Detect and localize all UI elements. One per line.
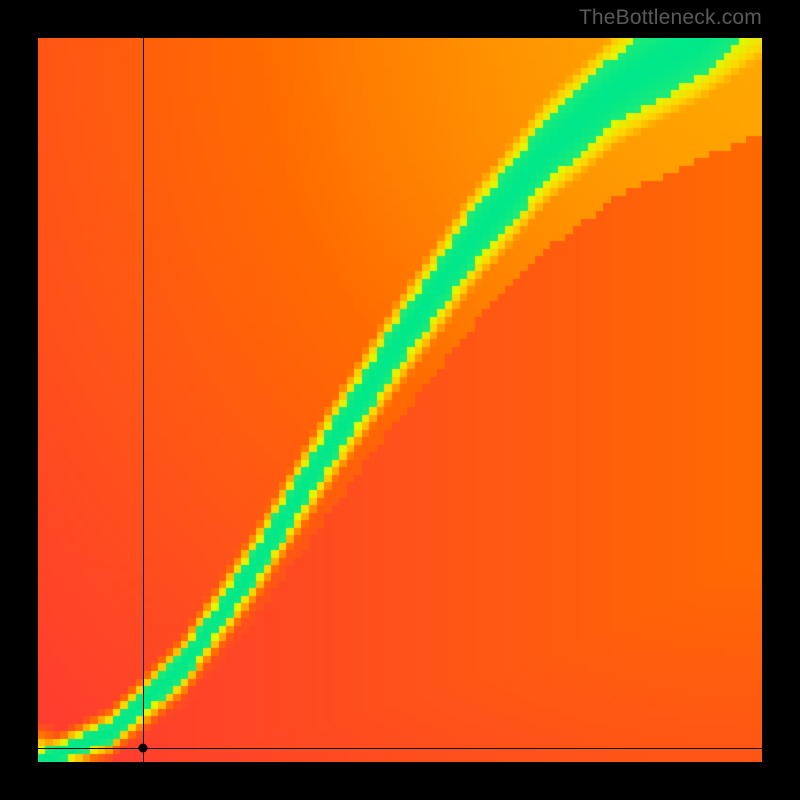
watermark-text: TheBottleneck.com [579,6,762,30]
heatmap-plot [38,38,762,762]
crosshair-vertical [143,38,144,762]
heatmap-canvas [38,38,762,762]
crosshair-dot [138,743,147,752]
